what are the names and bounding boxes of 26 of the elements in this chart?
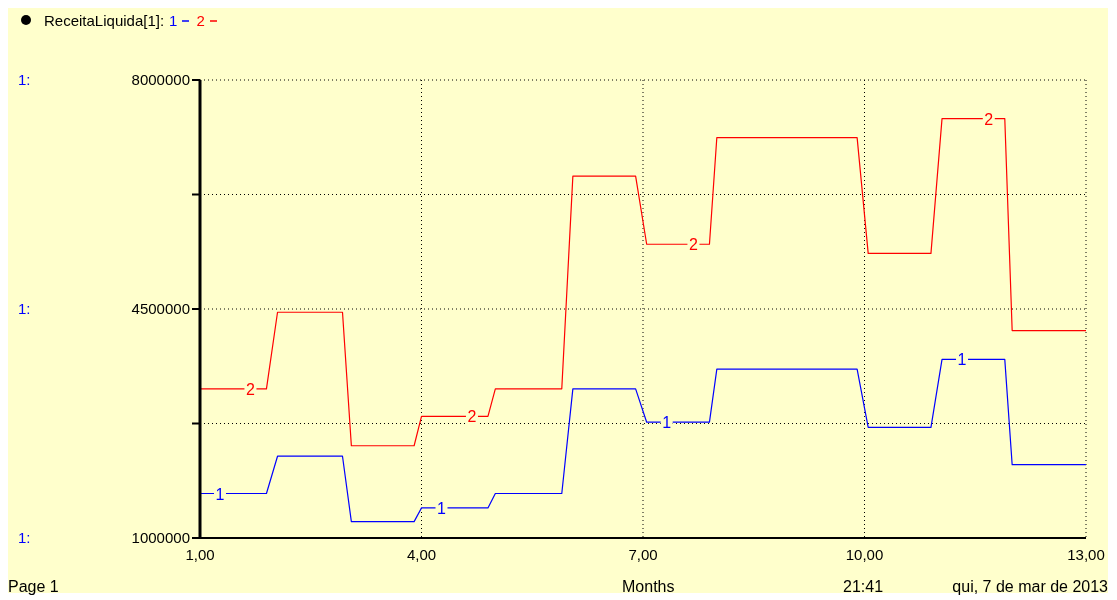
text: 1 [215,485,225,503]
legend-label: 1 [169,12,179,29]
text: 1 [662,414,672,432]
text: 1: [18,71,31,88]
text: 2 [689,236,698,254]
text: 2 [467,408,477,426]
text: 1: [18,529,31,546]
y-tick-label: 8000000 [131,71,190,88]
text: 1 [957,351,967,369]
text: 2 [246,380,255,398]
text: 21:41 [843,578,884,596]
x-tick-label: 13,00 [1067,546,1105,563]
x-tick-label: 1,00 [185,546,215,563]
y-tick-label: 4500000 [131,300,190,317]
text: 2 [984,110,994,128]
chart-title: ReceitaLiquida[1]: [44,12,165,29]
x-tick-label: 4,00 [406,546,437,563]
text: 1 [437,499,446,517]
x-axis-title: Months [622,578,675,596]
text: qui, 7 de mar de 2013 [952,578,1108,596]
x-tick-label: 7,00 [628,546,658,563]
x-tick-label: 10,00 [845,546,884,563]
text: 1: [18,300,31,317]
legend-label: 2 [196,12,206,29]
y-tick-label: 1000000 [131,529,190,546]
text: Page 1 [8,578,59,596]
